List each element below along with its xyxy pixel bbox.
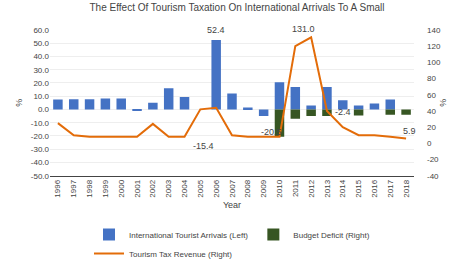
svg-text:1998: 1998 <box>85 179 94 197</box>
svg-text:2006: 2006 <box>212 179 221 197</box>
svg-text:140: 140 <box>427 26 441 35</box>
svg-text:60.0: 60.0 <box>33 26 49 35</box>
svg-text:2013: 2013 <box>323 179 332 197</box>
svg-text:2007: 2007 <box>228 179 237 197</box>
svg-text:2001: 2001 <box>133 179 142 197</box>
svg-text:10.0: 10.0 <box>33 92 49 101</box>
svg-text:2002: 2002 <box>148 179 157 197</box>
svg-text:-20.0: -20.0 <box>31 132 50 141</box>
svg-text:2005: 2005 <box>196 179 205 197</box>
svg-text:-15.4: -15.4 <box>193 141 214 151</box>
svg-text:2018: 2018 <box>402 179 411 197</box>
svg-text:0: 0 <box>427 139 432 148</box>
svg-text:100: 100 <box>427 58 441 67</box>
svg-text:%: % <box>439 99 449 107</box>
svg-text:2015: 2015 <box>354 179 363 197</box>
svg-text:1997: 1997 <box>69 179 78 197</box>
svg-text:2000: 2000 <box>117 179 126 197</box>
svg-text:-40: -40 <box>427 172 439 181</box>
svg-text:-10.0: -10.0 <box>31 119 50 128</box>
svg-text:20.0: 20.0 <box>33 79 49 88</box>
svg-text:The Effect Of Tourism Taxation: The Effect Of Tourism Taxation On Intern… <box>90 2 385 13</box>
svg-text:30.0: 30.0 <box>33 66 49 75</box>
svg-text:-2.4: -2.4 <box>335 107 351 117</box>
svg-text:2009: 2009 <box>259 179 268 197</box>
svg-text:2011: 2011 <box>291 179 300 197</box>
svg-text:1999: 1999 <box>101 179 110 197</box>
svg-text:International Tourist Arrivals: International Tourist Arrivals (Left) <box>129 231 248 240</box>
svg-text:40.0: 40.0 <box>33 52 49 61</box>
svg-text:131.0: 131.0 <box>292 24 315 34</box>
svg-text:2010: 2010 <box>275 179 284 197</box>
svg-text:5.9: 5.9 <box>403 126 416 136</box>
svg-text:20: 20 <box>427 123 436 132</box>
svg-text:-20.5: -20.5 <box>261 127 282 137</box>
svg-text:60: 60 <box>427 91 436 100</box>
svg-text:50.0: 50.0 <box>33 39 49 48</box>
svg-text:2017: 2017 <box>386 179 395 197</box>
svg-text:80: 80 <box>427 74 436 83</box>
svg-text:2014: 2014 <box>338 179 347 197</box>
svg-text:Budget Deficit (Right): Budget Deficit (Right) <box>293 231 369 240</box>
svg-text:-20: -20 <box>427 155 439 164</box>
svg-text:Year: Year <box>223 200 241 210</box>
svg-text:2016: 2016 <box>370 179 379 197</box>
svg-text:2004: 2004 <box>180 179 189 197</box>
svg-text:-30.0: -30.0 <box>31 145 50 154</box>
svg-text:0.0: 0.0 <box>38 105 50 114</box>
svg-text:1996: 1996 <box>54 179 63 197</box>
svg-text:40: 40 <box>427 107 436 116</box>
svg-text:-40.0: -40.0 <box>31 158 50 167</box>
svg-text:120: 120 <box>427 42 441 51</box>
svg-text:Tourism Tax Revenue (Right): Tourism Tax Revenue (Right) <box>129 250 232 259</box>
svg-text:2012: 2012 <box>307 179 316 197</box>
svg-text:%: % <box>14 99 24 107</box>
svg-text:2003: 2003 <box>164 179 173 197</box>
svg-text:2008: 2008 <box>243 179 252 197</box>
svg-text:52.4: 52.4 <box>207 25 225 35</box>
svg-text:-50.0: -50.0 <box>31 172 50 181</box>
